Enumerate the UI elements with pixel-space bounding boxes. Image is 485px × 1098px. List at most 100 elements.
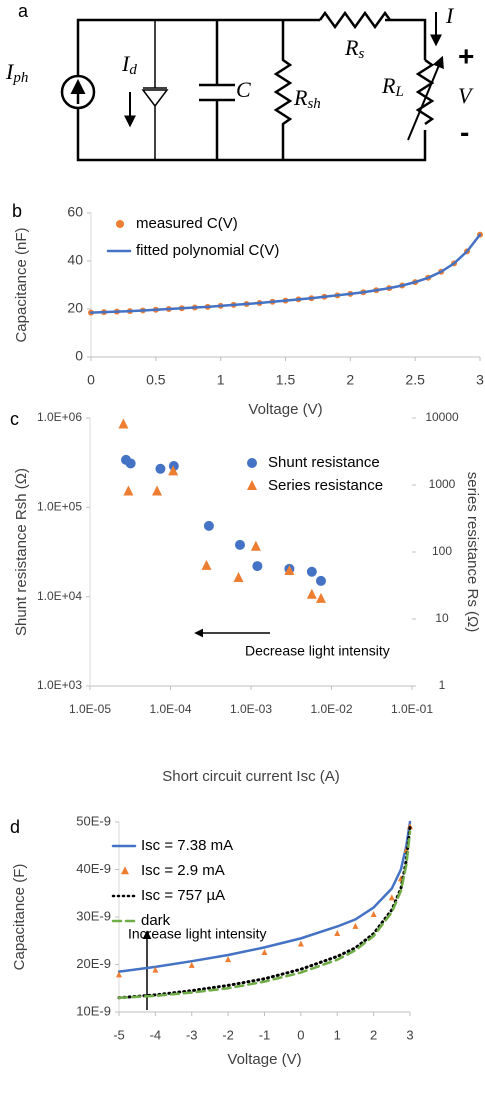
marker — [352, 922, 359, 929]
x-tick-label: 3 — [476, 372, 484, 388]
legend-label: Isc = 7.38 mA — [141, 837, 233, 854]
x-tick-label: 1 — [217, 372, 225, 388]
series-line — [117, 825, 412, 1000]
y-axis-label: Shunt resistance Rsh (Ω) — [13, 468, 30, 636]
marker — [234, 539, 245, 550]
subscript: d — [129, 62, 137, 78]
y-tick-label: 60 — [67, 204, 83, 220]
x-tick-label: 2 — [346, 372, 354, 388]
marker — [203, 520, 214, 531]
marker — [168, 461, 179, 472]
y-tick-label: 20 — [67, 300, 83, 316]
x-axis-label: Short circuit current Isc (A) — [162, 768, 340, 785]
y-tick-label: 50E-9 — [76, 813, 111, 828]
capacitor-label: C — [236, 77, 251, 102]
x-tick-label: 1.5 — [276, 372, 296, 388]
marker — [252, 561, 263, 572]
marker — [334, 930, 341, 937]
marker — [233, 571, 244, 582]
marker — [370, 911, 377, 918]
subscript: ph — [12, 70, 28, 86]
marker — [188, 961, 195, 968]
panel-label: c — [10, 409, 19, 429]
marker — [306, 588, 317, 599]
x-tick-label: 1.0E-05 — [69, 702, 111, 716]
y-tick-label: 10E-9 — [76, 1003, 111, 1018]
legend-label: Isc = 757 µA — [141, 887, 225, 904]
legend-symbol — [121, 866, 129, 875]
x-tick-label: -2 — [222, 1027, 234, 1042]
panel-label: b — [12, 201, 22, 221]
x-axis-label: Voltage (V) — [227, 1051, 301, 1068]
y-tick-label: 0 — [75, 348, 83, 364]
y-tick-label: 1.0E+06 — [37, 410, 82, 424]
marker — [116, 971, 122, 978]
marker — [152, 485, 163, 496]
marker — [118, 418, 129, 429]
marker — [168, 465, 179, 476]
x-tick-label: 2 — [370, 1027, 377, 1042]
capacitor — [199, 20, 235, 160]
voltage-label: V — [458, 83, 474, 108]
subscript: sh — [307, 96, 320, 112]
x-tick-label: 1.0E-01 — [391, 702, 433, 716]
y-axis-label: Capacitance (nF) — [13, 227, 30, 342]
circuit: a Iph Id C Rsh Rs RL I + V - — [5, 1, 474, 162]
diode-current-label: Id — [121, 51, 137, 78]
x-tick-label: 0 — [297, 1027, 304, 1042]
marker — [201, 559, 212, 570]
marker — [225, 956, 232, 963]
x-tick-label: 1 — [334, 1027, 341, 1042]
legend-symbol — [247, 458, 257, 468]
x-tick-label: 1.0E-04 — [149, 702, 191, 716]
load-resistor — [415, 58, 435, 126]
y-axis-label: Capacitance (F) — [11, 864, 28, 971]
wire — [76, 18, 427, 162]
series-resistor — [318, 10, 392, 30]
symbol: R — [381, 73, 396, 98]
y2-tick-label: 1 — [439, 678, 446, 692]
marker — [315, 592, 326, 603]
marker — [125, 458, 136, 469]
annotation: Decrease light intensity — [245, 643, 390, 659]
x-tick-label: 1.0E-02 — [310, 702, 352, 716]
annotation: Increase light intensity — [128, 926, 267, 942]
legend-label: Series resistance — [268, 477, 383, 494]
y-tick-label: 1.0E+04 — [37, 589, 82, 603]
current-label: I — [445, 3, 455, 28]
x-tick-label: 2.5 — [405, 372, 425, 388]
y2-axis-label: series resistance Rs (Ω) — [464, 472, 481, 632]
legend-label: Shunt resistance — [268, 454, 380, 471]
marker — [306, 566, 317, 577]
x-tick-label: -1 — [259, 1027, 271, 1042]
marker — [250, 540, 261, 551]
panel-label: d — [10, 817, 20, 837]
y-tick-label: 40 — [67, 252, 83, 268]
y-tick-label: 20E-9 — [76, 956, 111, 971]
y2-tick-label: 100 — [432, 544, 452, 558]
y2-tick-label: 10 — [435, 611, 449, 625]
y-tick-label: 1.0E+05 — [37, 500, 82, 514]
series-line — [117, 830, 412, 999]
marker — [315, 575, 326, 586]
y2-tick-label: 10000 — [425, 410, 459, 424]
legend-symbol — [247, 480, 257, 490]
series-line — [117, 820, 412, 973]
symbol: I — [5, 59, 15, 84]
legend-label: dark — [141, 912, 171, 929]
x-tick-label: -3 — [186, 1027, 198, 1042]
legend-label: Isc = 2.9 mA — [141, 862, 225, 879]
marker — [297, 940, 304, 947]
marker — [388, 894, 395, 901]
panel-label: a — [18, 1, 29, 21]
symbol: R — [344, 35, 359, 60]
subscript: s — [358, 46, 364, 62]
diode — [141, 20, 169, 160]
current-source — [60, 74, 96, 110]
y-tick-label: 40E-9 — [76, 861, 111, 876]
shunt-label: Rsh — [293, 85, 321, 112]
marker — [284, 565, 295, 576]
x-tick-label: -5 — [113, 1027, 125, 1042]
plus-label: + — [458, 40, 474, 71]
source-label: Iph — [5, 59, 28, 86]
